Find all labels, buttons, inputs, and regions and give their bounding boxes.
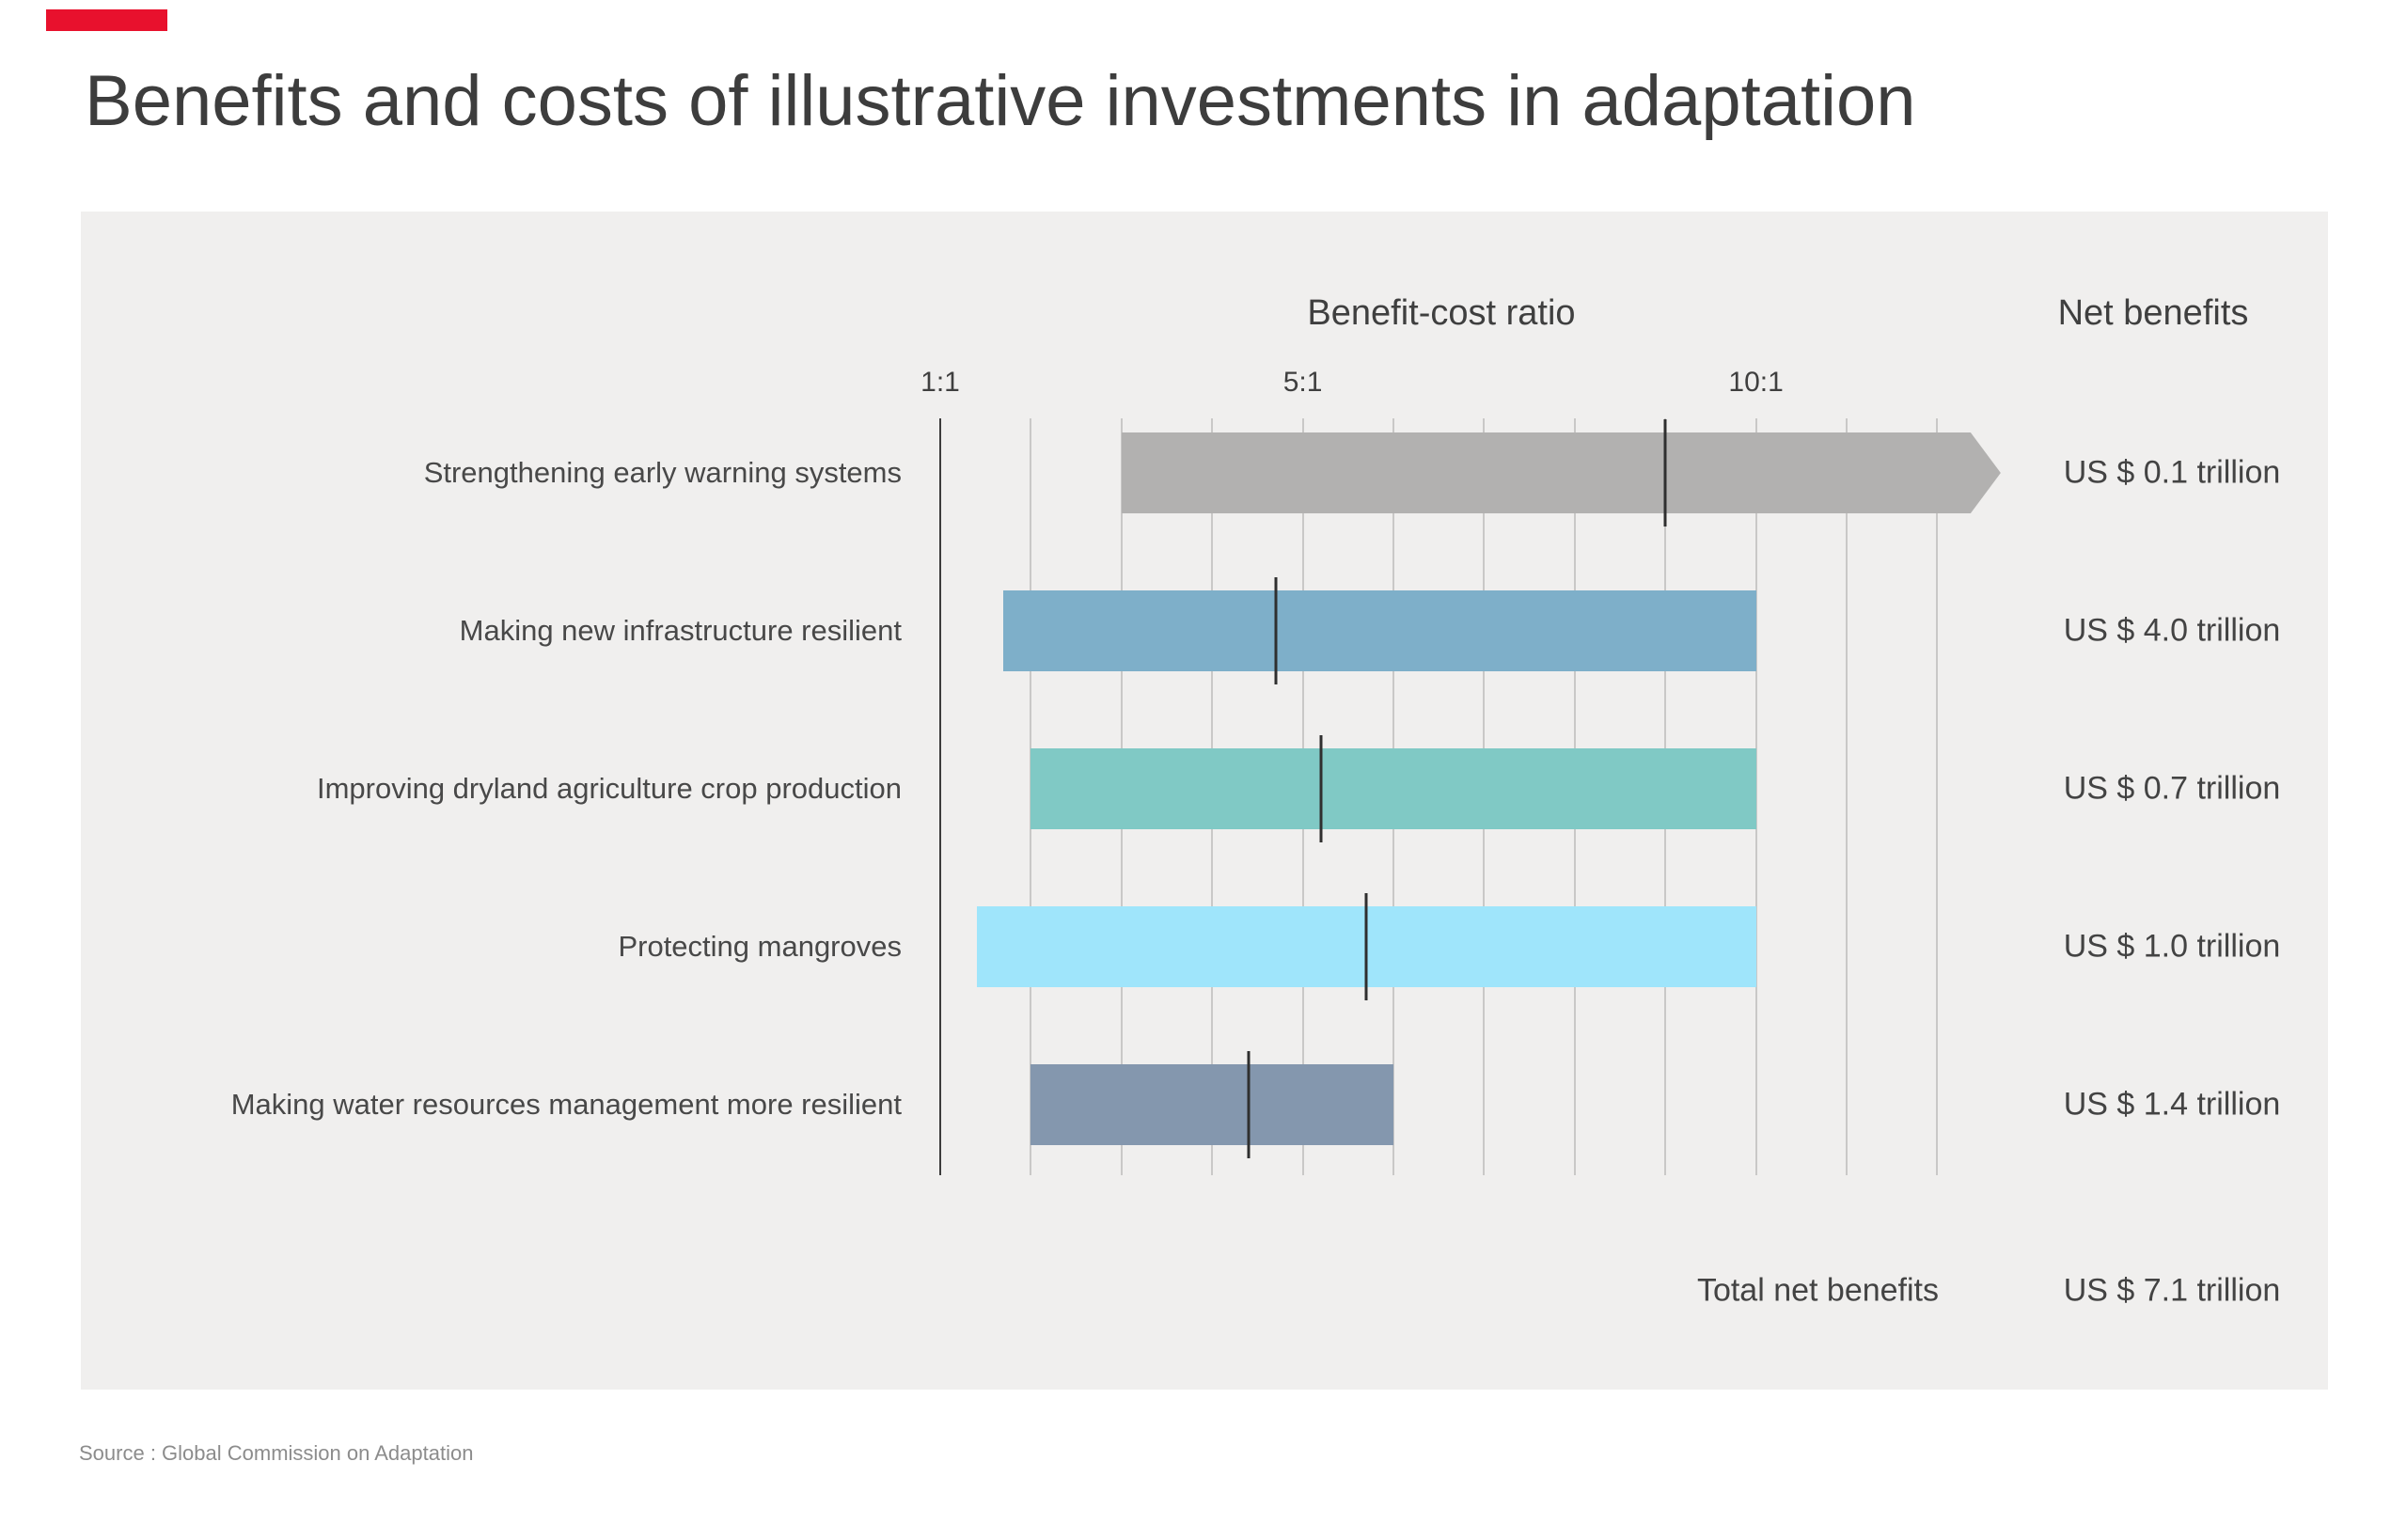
brand-accent-bar: [46, 9, 167, 31]
total-net-benefits-value: US $ 7.1 trillion: [2063, 1272, 2281, 1309]
net-benefits-header: Net benefits: [2057, 293, 2249, 333]
net-benefit-value: US $ 4.0 trillion: [2063, 612, 2281, 649]
median-marker: [1663, 419, 1667, 526]
range-bar: [1030, 1064, 1393, 1145]
gridline-10-1: [1754, 418, 1757, 1175]
gridline-11-1: [1846, 418, 1848, 1175]
page-title: Benefits and costs of illustrative inves…: [85, 61, 1916, 141]
net-benefit-value: US $ 0.1 trillion: [2063, 454, 2281, 491]
category-label: Making water resources management more r…: [230, 1088, 902, 1121]
axis-tick-label-10-1: 10:1: [1728, 367, 1784, 398]
total-net-benefits-label: Total net benefits: [1696, 1272, 1939, 1309]
net-benefit-value: US $ 0.7 trillion: [2063, 770, 2281, 807]
median-marker: [1274, 577, 1278, 684]
range-bar-arrow: [1122, 432, 2001, 513]
median-marker: [1319, 735, 1323, 842]
median-marker: [1247, 1051, 1251, 1158]
axis-tick-label-1-1: 1:1: [920, 367, 960, 398]
category-label: Strengthening early warning systems: [423, 456, 902, 489]
benefit-cost-ratio-header: Benefit-cost ratio: [1307, 293, 1576, 333]
axis-tick-label-5-1: 5:1: [1282, 367, 1323, 398]
category-label: Protecting mangroves: [618, 930, 902, 963]
category-label: Making new infrastructure resilient: [459, 614, 902, 647]
net-benefit-value: US $ 1.4 trillion: [2063, 1086, 2281, 1123]
source-note: Source : Global Commission on Adaptation: [79, 1441, 474, 1465]
axis-line-1-1: [939, 418, 941, 1175]
range-bar: [1030, 748, 1756, 829]
gridline-12-1: [1936, 418, 1939, 1175]
net-benefit-value: US $ 1.0 trillion: [2063, 928, 2281, 965]
median-marker: [1364, 893, 1368, 1000]
category-label: Improving dryland agriculture crop produ…: [316, 772, 902, 805]
range-bar: [1003, 590, 1756, 671]
